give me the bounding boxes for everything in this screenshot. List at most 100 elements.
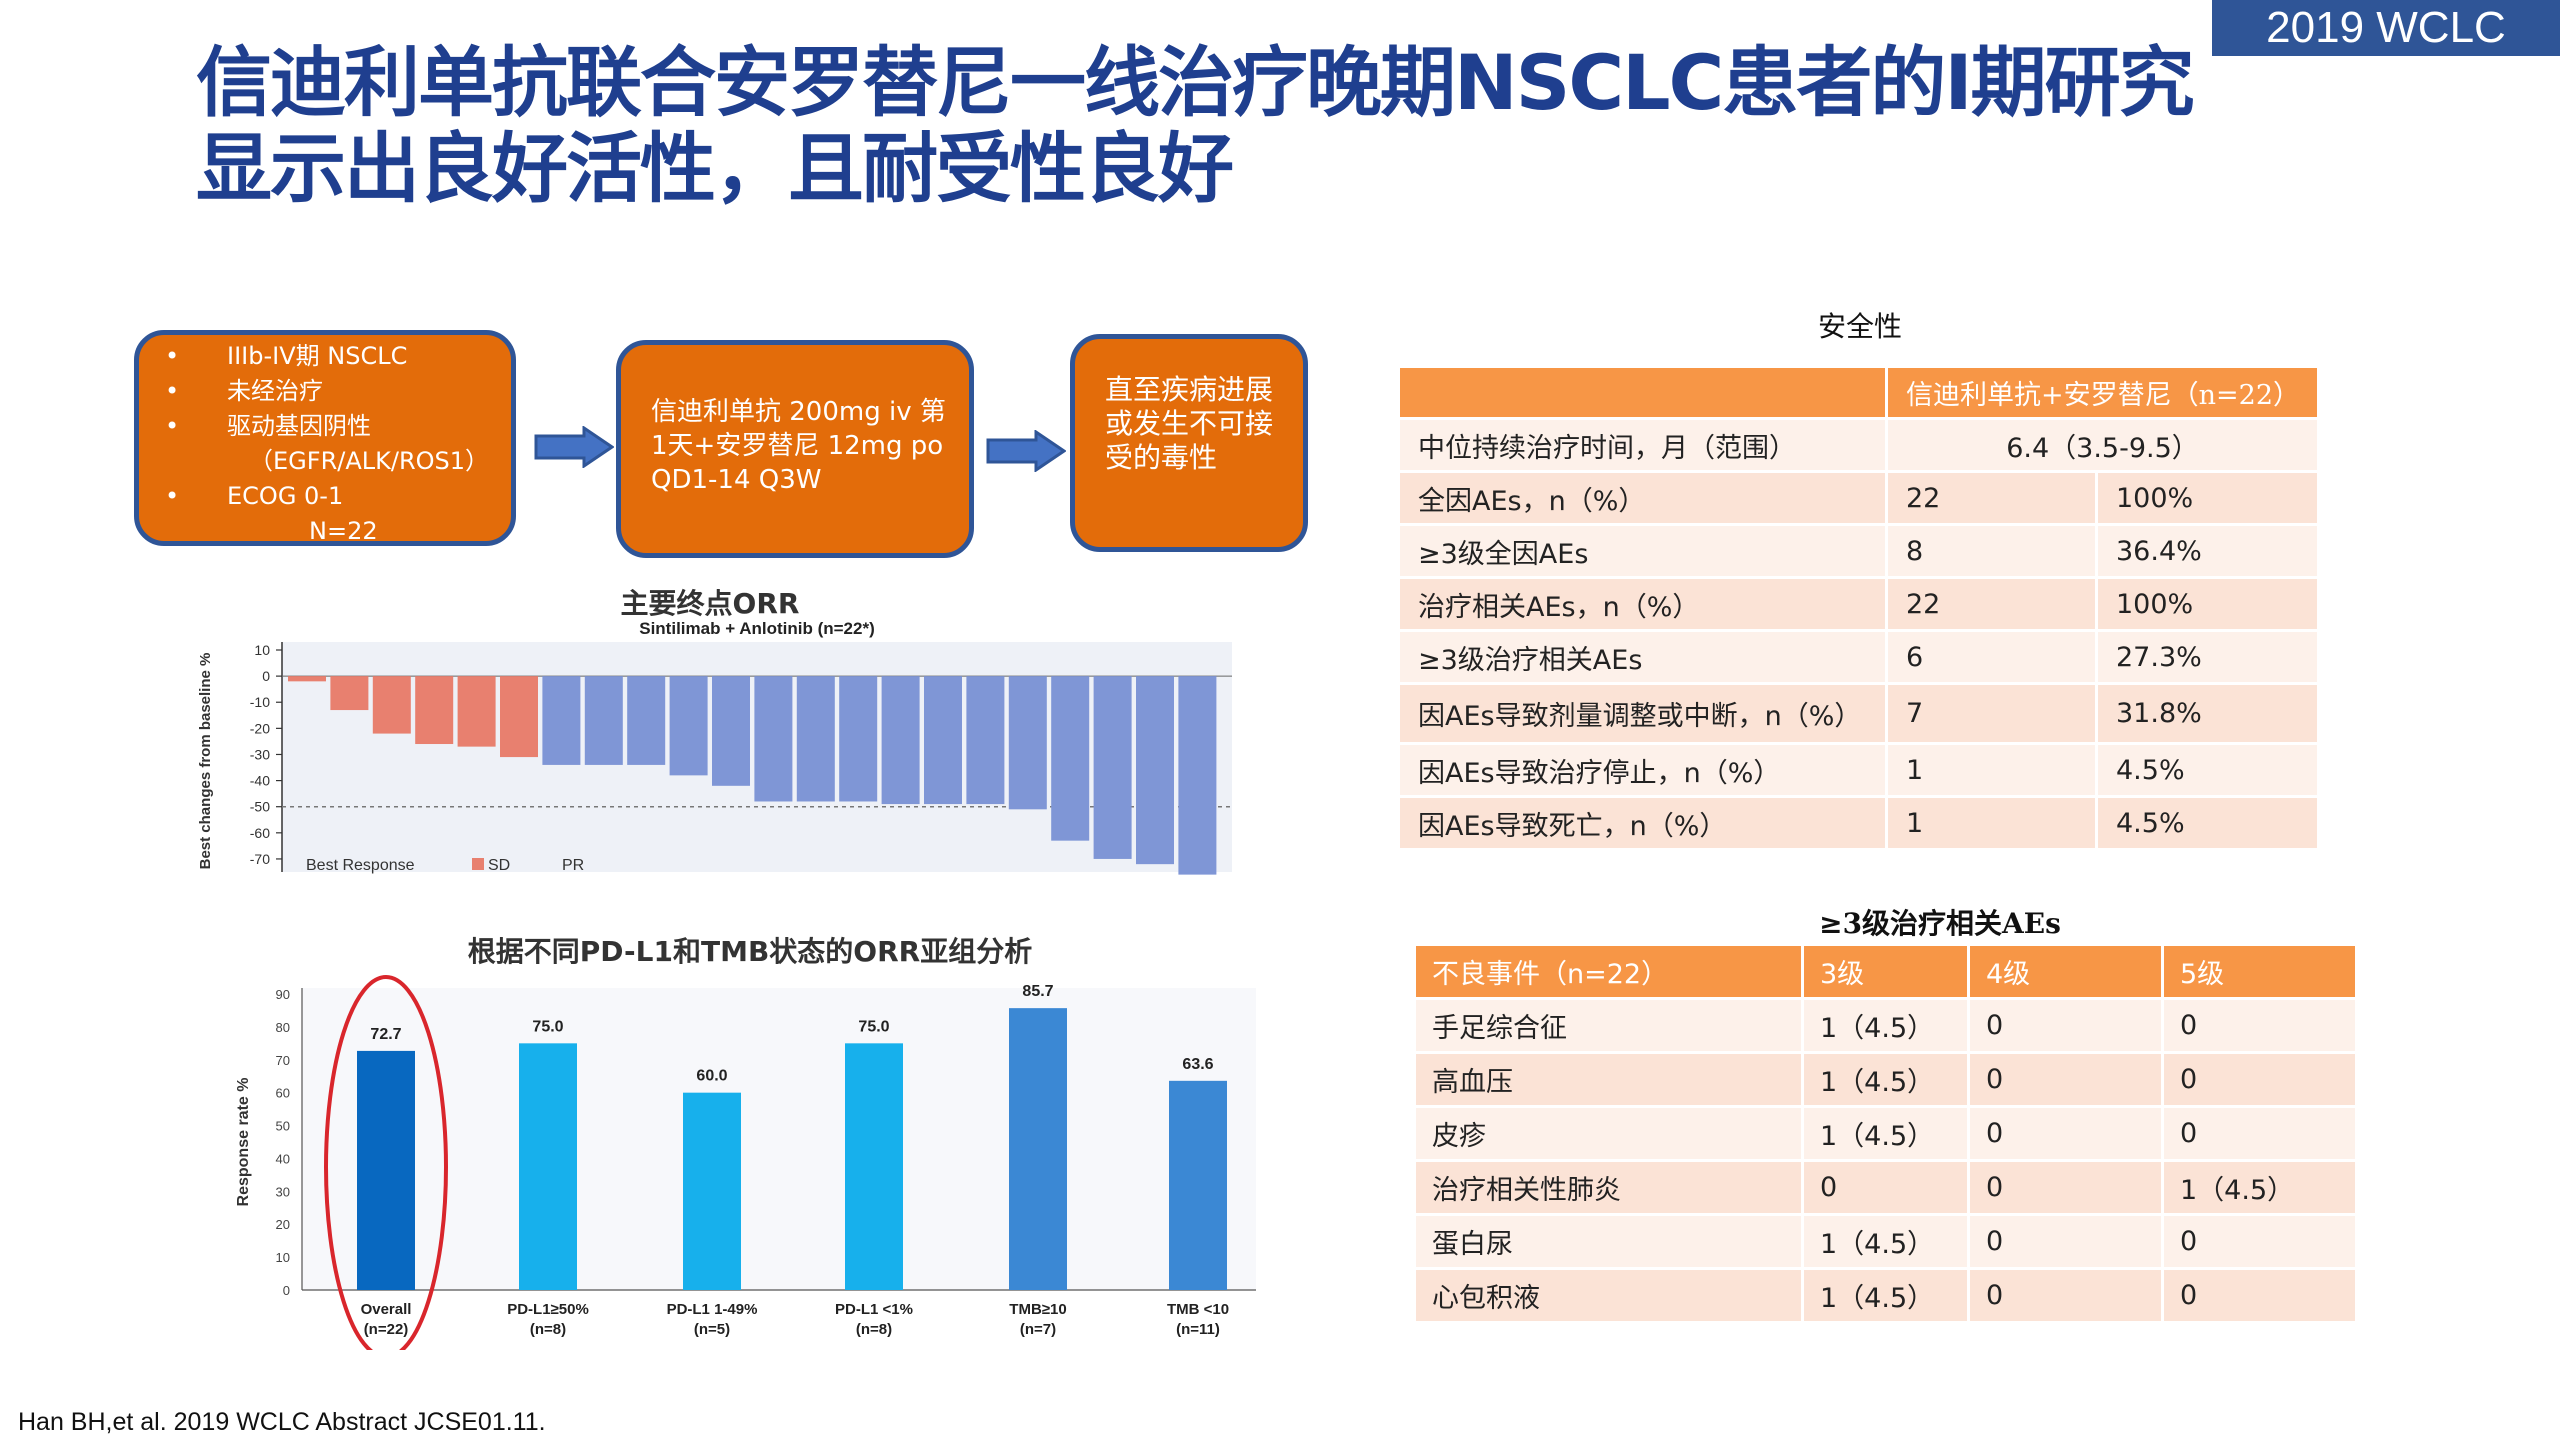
bullet-icon: • [165, 482, 180, 510]
waterfall-bar [1051, 676, 1090, 841]
chart-title: Sintilimab + Anlotinib (n=22*) [639, 620, 875, 638]
y-tick-label: 0 [262, 668, 270, 684]
subgroup-chart: 0 10 20 30 40 50 60 70 80 90 Response rate % 72.7 Ov… [235, 975, 1256, 1350]
subgroup-bar [519, 1043, 577, 1290]
y-tick-label: 20 [276, 1217, 290, 1232]
subgroup-bar [845, 1043, 903, 1290]
y-tick-label: 70 [276, 1053, 290, 1068]
safety-row-n: 1 [1888, 745, 2098, 798]
ae-cell: 0 [1970, 1162, 2164, 1216]
safety-row-n: 22 [1888, 473, 2098, 526]
bullet-icon: • [165, 342, 180, 370]
safety-row: 因AEs导致剂量调整或中断，n（%） 7 31.8% [1400, 685, 2320, 745]
y-tick-label: -20 [250, 720, 270, 736]
eligibility-item: N=22 [139, 514, 511, 549]
safety-duration-value: 6.4（3.5-9.5） [1888, 420, 2320, 473]
legend-pr-label: PR [562, 857, 584, 874]
endpoint-text: 直至疾病进展或发生不可接受的毒性 [1105, 373, 1274, 474]
safety-row-n: 6 [1888, 632, 2098, 685]
waterfall-bar [712, 676, 750, 786]
ae-cell: 1（4.5） [1804, 1108, 1970, 1162]
ae-row: 治疗相关性肺炎 0 0 1（4.5） [1416, 1162, 2358, 1216]
eligibility-item-text: N=22 [309, 517, 378, 545]
safety-row-pct: 100% [2098, 579, 2320, 632]
safety-row: ≥3级全因AEs 8 36.4% [1400, 526, 2320, 579]
y-tick-label: 0 [283, 1283, 290, 1298]
ae-cell: 1（4.5） [1804, 1216, 1970, 1270]
y-tick-label: 10 [276, 1250, 290, 1265]
ae-cell: 治疗相关性肺炎 [1416, 1162, 1804, 1216]
ae-cell: 高血压 [1416, 1054, 1804, 1108]
safety-row: 中位持续治疗时间，月（范围） 6.4（3.5-9.5） [1400, 420, 2320, 473]
ae-cell: 0 [1970, 1270, 2164, 1324]
safety-row-pct: 36.4% [2098, 526, 2320, 579]
ae-caption: ≥3级治疗相关AEs [1819, 907, 2061, 940]
safety-row-pct: 100% [2098, 473, 2320, 526]
safety-header-row: 信迪利单抗+安罗替尼（n=22） [1400, 368, 2320, 420]
eligibility-item: • 驱动基因阴性 [139, 409, 511, 444]
y-tick-label: 60 [276, 1086, 290, 1101]
ae-row: 手足综合征 1（4.5） 0 0 [1416, 1000, 2358, 1054]
footnote: Han BH,et al. 2019 WCLC Abstract JCSE01.… [18, 1408, 546, 1436]
waterfall-bar [500, 676, 538, 758]
y-tick-label: -40 [250, 773, 270, 789]
conference-tag: 2019 WCLC [2212, 0, 2560, 56]
safety-row-pct: 4.5% [2098, 798, 2320, 851]
endpoint-box: 直至疾病进展或发生不可接受的毒性 [1070, 334, 1308, 552]
waterfall-bar [924, 676, 962, 805]
y-tick-label: 50 [276, 1119, 290, 1134]
subgroup-bar [683, 1092, 741, 1290]
subgroup-bar [1169, 1080, 1227, 1290]
bar-value-label: 72.7 [370, 1026, 401, 1043]
title-line-2: 显示出良好活性，且耐受性良好 [196, 124, 1234, 213]
category-label: PD-L1 <1% [835, 1301, 913, 1318]
category-n-label: (n=5) [694, 1321, 730, 1338]
safety-row: 治疗相关AEs，n（%） 22 100% [1400, 579, 2320, 632]
category-label: PD-L1≥50% [507, 1301, 589, 1318]
safety-row-label: 全因AEs，n（%） [1400, 473, 1888, 526]
ae-cell: 0 [2164, 1108, 2358, 1162]
eligibility-item: • 未经治疗 [139, 374, 511, 409]
ae-cell: 0 [2164, 1054, 2358, 1108]
safety-row-pct: 4.5% [2098, 745, 2320, 798]
waterfall-bar [415, 676, 454, 745]
y-axis-label: Response rate % [235, 1078, 252, 1207]
y-tick-label: 10 [254, 642, 270, 658]
safety-row-n: 1 [1888, 798, 2098, 851]
eligibility-item: （EGFR/ALK/ROS1） [139, 444, 511, 479]
eligibility-list: • IIIb-IV期 NSCLC • 未经治疗 • 驱动基因阴性 （EGFR/ALK/ROS… [139, 339, 511, 549]
ae-header-cell: 4级 [1970, 946, 2164, 1000]
safety-row-label: 因AEs导致剂量调整或中断，n（%） [1400, 685, 1888, 745]
category-label: TMB <10 [1167, 1301, 1229, 1318]
eligibility-box: • IIIb-IV期 NSCLC • 未经治疗 • 驱动基因阴性 （EGFR/ALK/ROS… [134, 330, 516, 546]
waterfall-bar [627, 676, 666, 765]
title-line-1: 信迪利单抗联合安罗替尼一线治疗晚期NSCLC患者的I期研究 [196, 38, 2195, 127]
category-label: PD-L1 1-49% [667, 1301, 758, 1318]
eligibility-item: • IIIb-IV期 NSCLC [139, 339, 511, 374]
ae-cell: 1（4.5） [1804, 1000, 1970, 1054]
waterfall-bar [457, 676, 496, 747]
ae-cell: 蛋白尿 [1416, 1216, 1804, 1270]
subgroup-bar [357, 1050, 415, 1290]
ae-cell: 手足综合征 [1416, 1000, 1804, 1054]
y-tick-label: -60 [250, 825, 270, 841]
safety-header-cell: 信迪利单抗+安罗替尼（n=22） [1888, 368, 2320, 420]
safety-caption: 安全性 [1817, 310, 1902, 343]
category-n-label: (n=11) [1176, 1321, 1220, 1338]
eligibility-item-text: 驱动基因阴性 [227, 412, 371, 440]
eligibility-item-text: 未经治疗 [227, 377, 323, 405]
ae-cell: 0 [1804, 1162, 1970, 1216]
safety-row-label: 中位持续治疗时间，月（范围） [1400, 420, 1888, 473]
bar-value-label: 63.6 [1182, 1056, 1213, 1073]
category-label: TMB≥10 [1009, 1301, 1066, 1318]
category-label: Overall [361, 1301, 412, 1318]
safety-row-label: ≥3级全因AEs [1400, 526, 1888, 579]
bullet-icon: • [165, 412, 180, 440]
bar-value-label: 75.0 [532, 1018, 563, 1035]
safety-row: 全因AEs，n（%） 22 100% [1400, 473, 2320, 526]
ae-cell: 0 [2164, 1000, 2358, 1054]
category-n-label: (n=8) [856, 1321, 892, 1338]
safety-table: 信迪利单抗+安罗替尼（n=22） 中位持续治疗时间，月（范围） 6.4（3.5-9.… [1400, 368, 2320, 851]
waterfall-bar [372, 676, 411, 734]
waterfall-bar [839, 676, 878, 802]
